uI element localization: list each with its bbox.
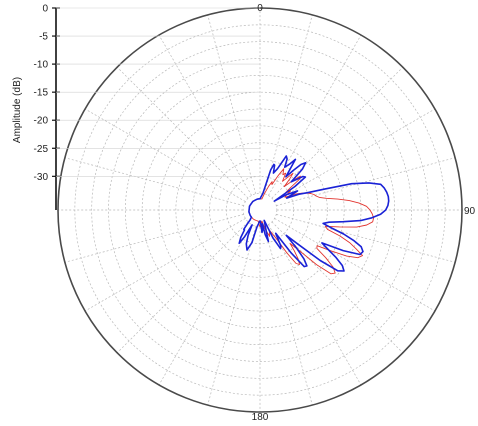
amplitude-ticks: 0 -5 -10 -15 -20 -25 -30 xyxy=(34,4,260,183)
grid-spoke-105 xyxy=(276,214,456,263)
grid-spoke-135 xyxy=(271,221,404,354)
grid-spoke-255 xyxy=(64,214,244,263)
grid-ring-2 xyxy=(108,58,412,362)
grid-spoke-120 xyxy=(274,218,436,312)
grid-spoke-195 xyxy=(207,226,256,406)
angle-label-90: 90 xyxy=(464,206,476,217)
grid-spoke-60 xyxy=(274,108,436,202)
grid-spoke-315 xyxy=(116,66,249,199)
angle-labels: 0 90 180 xyxy=(252,3,476,423)
grid-ring-6 xyxy=(175,125,345,295)
amplitude-axis-label: Amplitude (dB) xyxy=(12,77,23,143)
series-layer xyxy=(238,155,390,275)
grid-spoke-225 xyxy=(116,221,249,354)
amplitude-tick-label-3: -15 xyxy=(34,88,49,99)
series-line-0 xyxy=(238,155,390,272)
grid-spoke-15 xyxy=(264,14,313,194)
amplitude-tick-label-5: -25 xyxy=(34,144,49,155)
grid-spokes xyxy=(58,8,462,412)
grid-spoke-300 xyxy=(84,108,246,202)
grid-ring-1 xyxy=(91,41,429,379)
grid-ring-7 xyxy=(192,142,328,278)
grid-spoke-150 xyxy=(268,224,362,386)
grid-spoke-330 xyxy=(158,34,252,196)
grid-spoke-75 xyxy=(276,157,456,206)
grid-spoke-240 xyxy=(84,218,246,312)
angle-label-180: 180 xyxy=(252,412,269,421)
grid-spoke-285 xyxy=(64,157,244,206)
amplitude-tick-label-2: -10 xyxy=(34,60,49,71)
grid-spoke-165 xyxy=(264,226,313,406)
amplitude-tick-label-6: -30 xyxy=(34,172,49,183)
amplitude-tick-label-0: 0 xyxy=(42,4,48,15)
grid-spoke-210 xyxy=(158,224,252,386)
grid-spoke-345 xyxy=(207,14,256,194)
grid-spoke-30 xyxy=(268,34,362,196)
amplitude-axis: 0 -5 -10 -15 -20 -25 -30 Amplitude (dB) xyxy=(12,4,260,210)
grid-spoke-45 xyxy=(271,66,404,199)
angle-label-0: 0 xyxy=(257,3,263,14)
amplitude-tick-label-4: -20 xyxy=(34,116,49,127)
amplitude-tick-label-1: -5 xyxy=(39,32,48,43)
